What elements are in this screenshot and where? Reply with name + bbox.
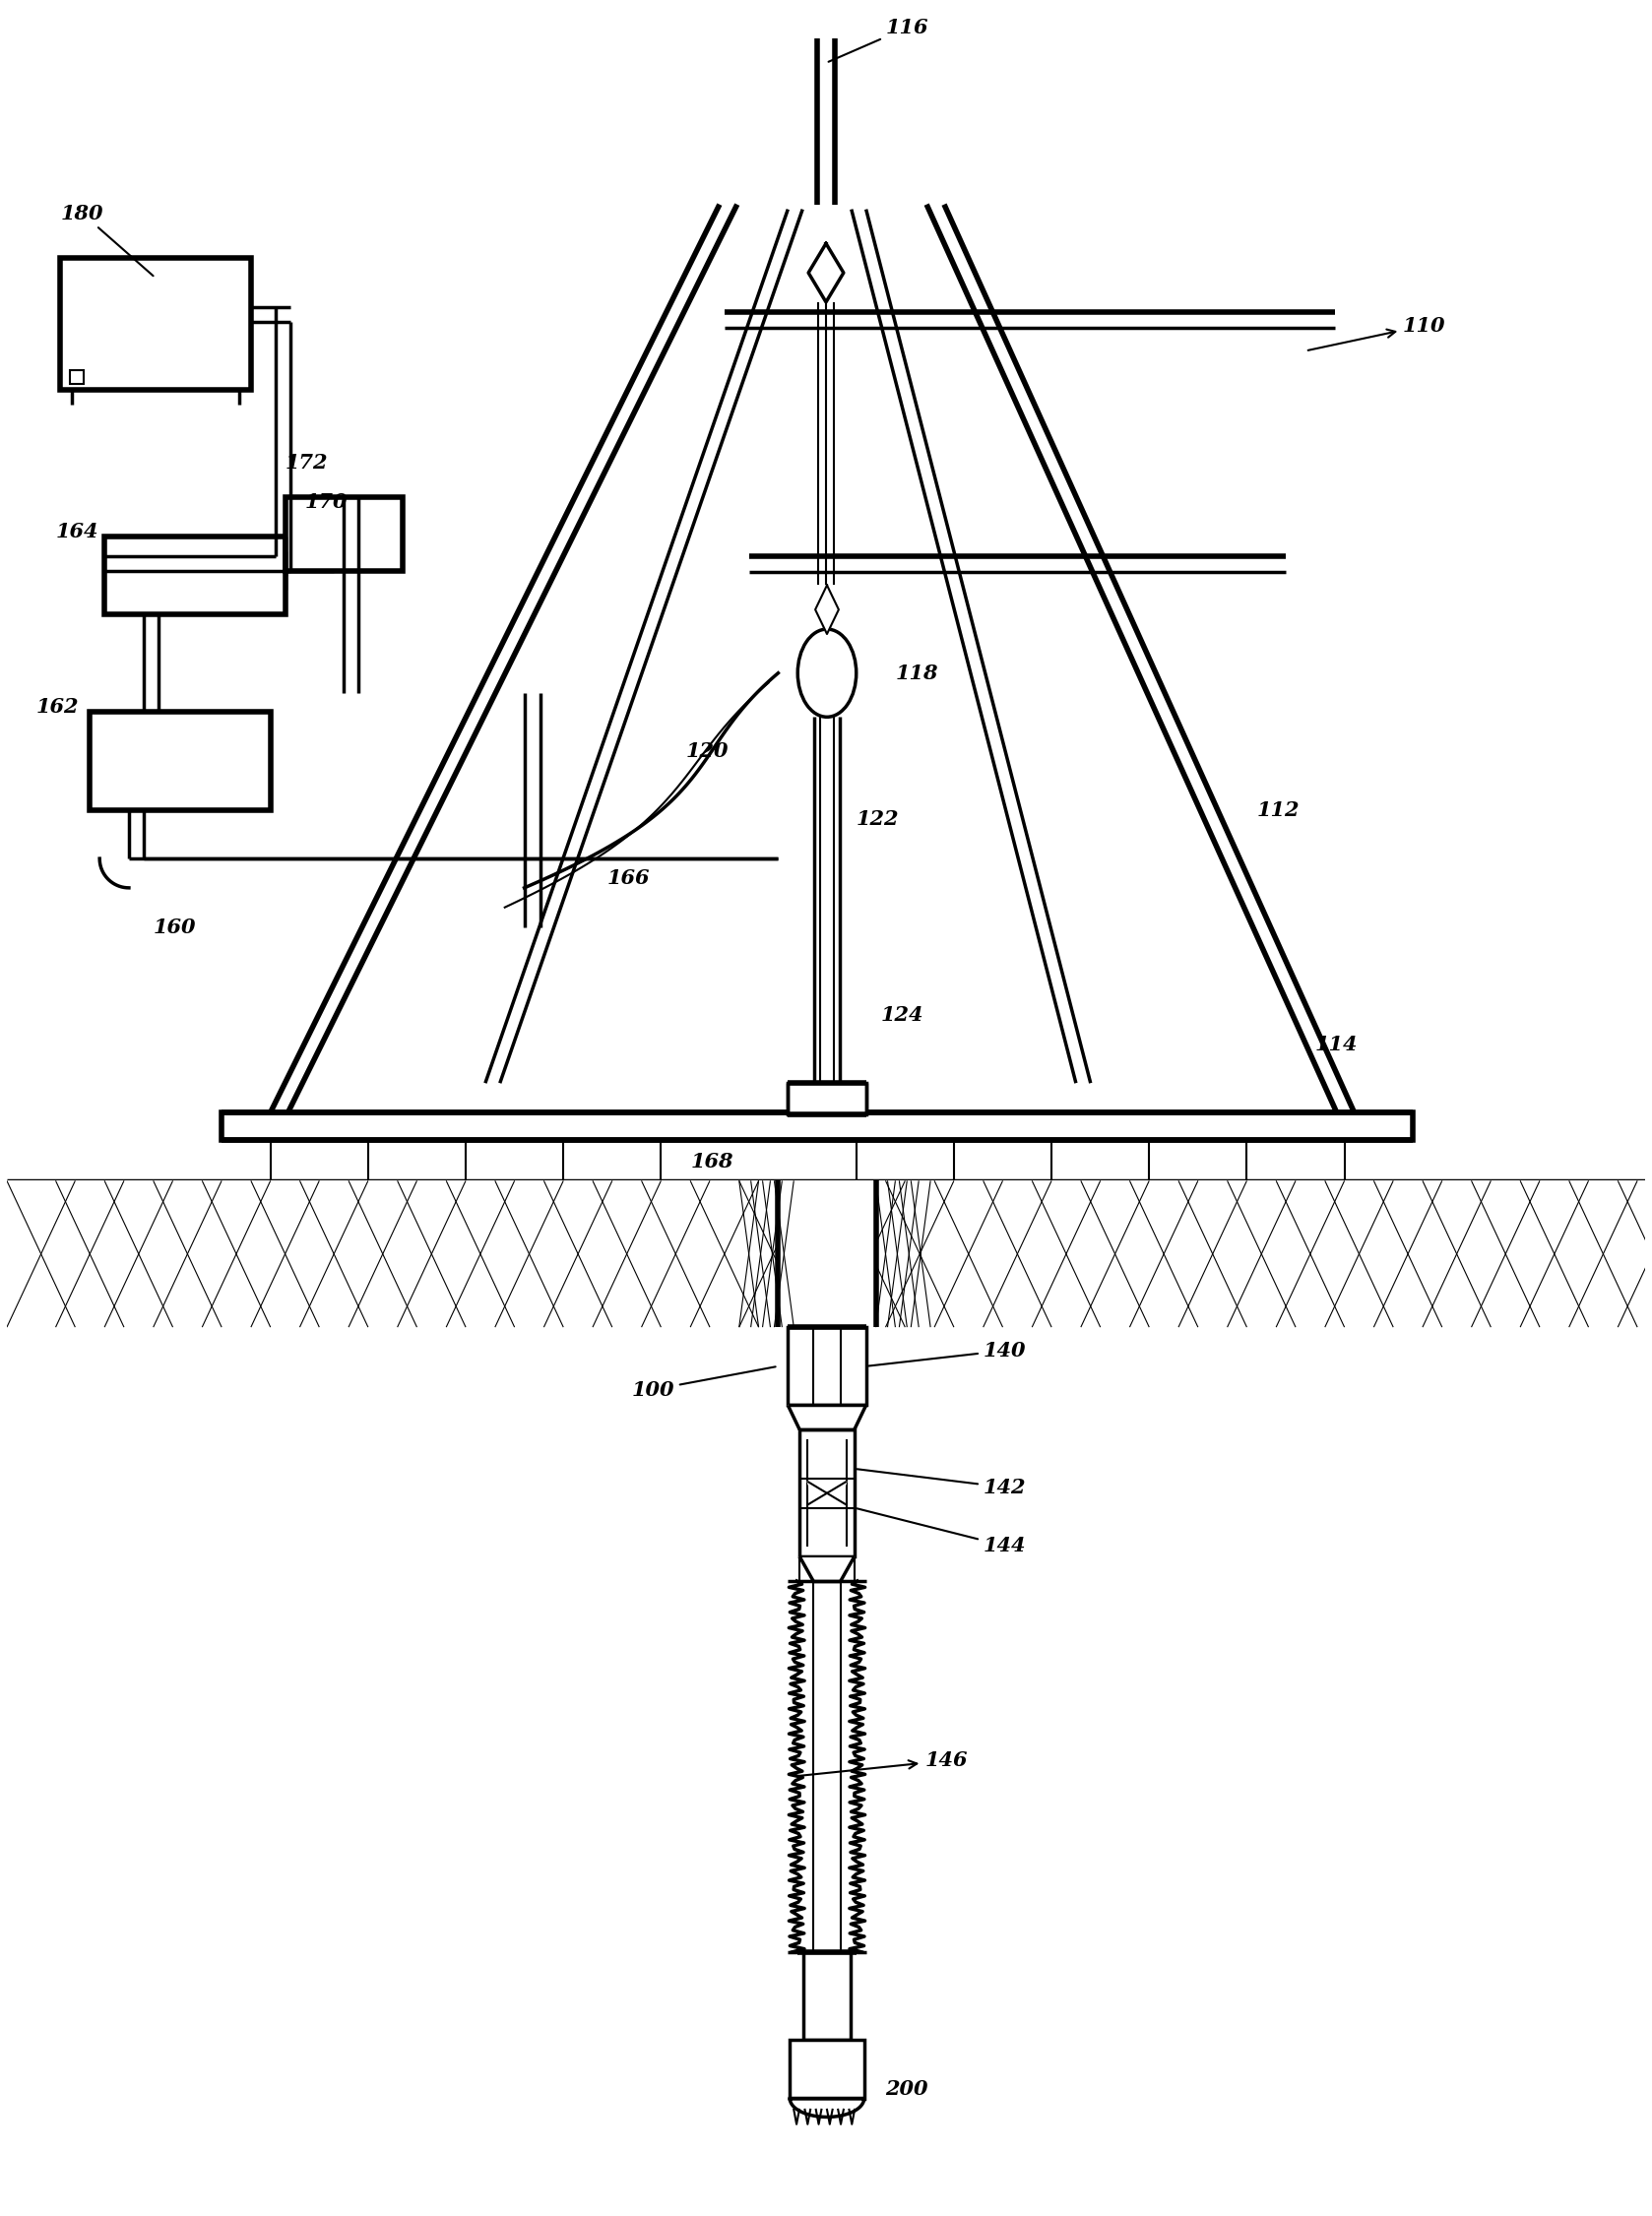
Polygon shape bbox=[800, 1556, 854, 1580]
Bar bbox=[778, 1181, 876, 1327]
Text: 180: 180 bbox=[61, 204, 154, 275]
Polygon shape bbox=[814, 585, 839, 634]
Text: 112: 112 bbox=[1257, 800, 1300, 820]
Text: 120: 120 bbox=[686, 742, 729, 760]
Text: 142: 142 bbox=[857, 1469, 1026, 1498]
Text: 164: 164 bbox=[56, 521, 99, 541]
Bar bbox=[788, 1327, 866, 1405]
Bar bbox=[89, 711, 271, 809]
Text: 118: 118 bbox=[895, 663, 938, 683]
Text: 114: 114 bbox=[1315, 1035, 1358, 1055]
Text: 166: 166 bbox=[608, 869, 651, 889]
Ellipse shape bbox=[798, 629, 856, 718]
Text: 100: 100 bbox=[631, 1367, 775, 1401]
Bar bbox=[71, 370, 84, 383]
Text: 116: 116 bbox=[829, 18, 928, 62]
Text: 146: 146 bbox=[798, 1751, 968, 1775]
Polygon shape bbox=[808, 1483, 846, 1505]
Bar bbox=[803, 1952, 851, 2041]
Polygon shape bbox=[788, 1405, 866, 1429]
Polygon shape bbox=[790, 2099, 864, 2116]
Text: 140: 140 bbox=[869, 1341, 1026, 1365]
Bar bbox=[876, 1181, 1647, 1327]
Text: 170: 170 bbox=[304, 492, 347, 512]
Bar bbox=[221, 1112, 1412, 1126]
Bar bbox=[61, 257, 251, 390]
Text: 168: 168 bbox=[691, 1152, 733, 1170]
Bar bbox=[221, 1112, 1412, 1139]
Bar bbox=[801, 1580, 854, 1952]
Bar bbox=[104, 536, 286, 614]
Text: 144: 144 bbox=[857, 1509, 1026, 1556]
Bar bbox=[790, 2041, 864, 2099]
Text: 162: 162 bbox=[36, 698, 79, 718]
Bar bbox=[800, 1556, 854, 1580]
Text: 122: 122 bbox=[856, 809, 899, 829]
Bar bbox=[286, 496, 401, 570]
Text: 172: 172 bbox=[286, 454, 329, 472]
Polygon shape bbox=[808, 244, 844, 301]
Bar bbox=[800, 1429, 854, 1556]
Bar bbox=[7, 1181, 778, 1327]
Bar bbox=[788, 1084, 866, 1115]
Text: 200: 200 bbox=[885, 2079, 928, 2099]
Text: 160: 160 bbox=[154, 917, 197, 937]
Text: 124: 124 bbox=[881, 1004, 923, 1024]
Text: 110: 110 bbox=[1308, 315, 1446, 350]
